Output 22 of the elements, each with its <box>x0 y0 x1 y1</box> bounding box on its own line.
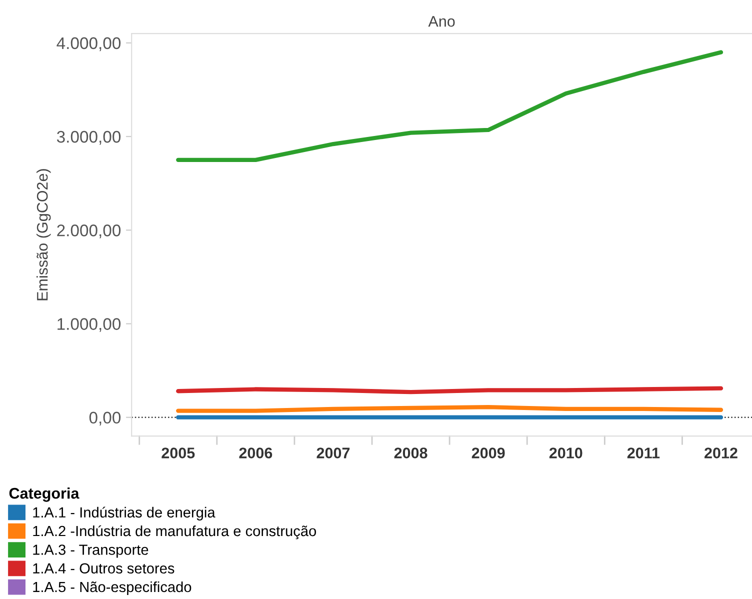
x-tick-label: 2010 <box>549 448 582 458</box>
x-tick-label: 2006 <box>239 448 272 458</box>
x-tick-label: 2007 <box>316 448 350 458</box>
legend-label: 1.A.5 - Não-especificado <box>33 581 192 596</box>
y-axis-title: Emissão (GgCO2e) <box>36 169 51 300</box>
y-tick-label: 4.000,00 <box>56 37 121 52</box>
y-tick-label: 1.000,00 <box>58 318 121 332</box>
x-tick-label: 2011 <box>627 448 660 458</box>
y-tick-label: 0,00 <box>89 412 121 426</box>
legend-label: 1.A.3 - Transporte <box>33 544 148 558</box>
chart-title: Ano <box>428 16 455 27</box>
legend-title: Categoria <box>9 488 80 502</box>
y-tick-label: 2.000,00 <box>57 224 121 238</box>
legend-label: 1.A.2 -Indústria de manufatura e construção <box>33 525 316 540</box>
legend-label: 1.A.1 - Indústrias de energia <box>33 506 216 520</box>
y-tick-label: 3.000,00 <box>56 130 121 145</box>
x-tick-label: 2012 <box>704 448 738 458</box>
x-tick-label: 2008 <box>394 448 428 458</box>
x-tick-label: 2009 <box>472 448 505 458</box>
x-tick-label: 2005 <box>162 448 195 458</box>
line-series <box>176 50 724 162</box>
legend-label: 1.A.4 - Outros setores <box>33 563 174 574</box>
